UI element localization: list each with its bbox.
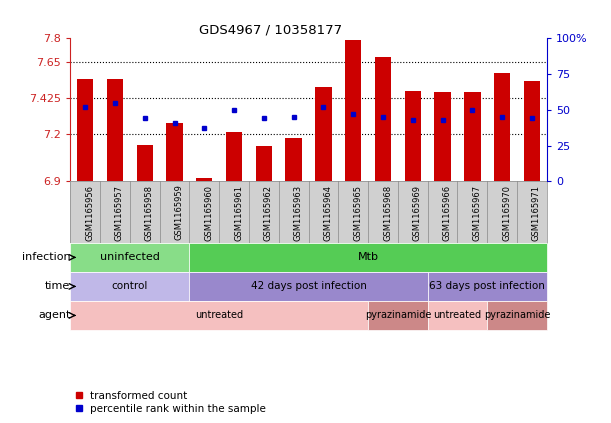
FancyBboxPatch shape	[428, 301, 488, 330]
Text: uninfected: uninfected	[100, 253, 159, 262]
Bar	[345, 40, 362, 181]
Bar	[285, 138, 302, 181]
Text: GSM1165962: GSM1165962	[264, 184, 273, 241]
Text: GSM1165963: GSM1165963	[294, 184, 302, 241]
Text: GSM1165957: GSM1165957	[115, 184, 124, 241]
Bar	[434, 92, 451, 181]
Text: GSM1165964: GSM1165964	[323, 184, 332, 241]
Text: GSM1165960: GSM1165960	[204, 184, 213, 241]
FancyBboxPatch shape	[70, 272, 189, 301]
Text: GSM1165968: GSM1165968	[383, 184, 392, 241]
Text: 42 days post infection: 42 days post infection	[251, 281, 367, 291]
Text: Mtb: Mtb	[357, 253, 379, 262]
Text: untreated: untreated	[433, 310, 481, 321]
Text: control: control	[112, 281, 148, 291]
Text: time: time	[45, 281, 70, 291]
Legend: transformed count, percentile rank within the sample: transformed count, percentile rank withi…	[76, 391, 266, 414]
Text: GSM1165958: GSM1165958	[145, 184, 154, 241]
Text: pyrazinamide: pyrazinamide	[484, 310, 551, 321]
Text: 63 days post infection: 63 days post infection	[430, 281, 545, 291]
FancyBboxPatch shape	[70, 243, 189, 272]
FancyBboxPatch shape	[488, 301, 547, 330]
Text: GSM1165966: GSM1165966	[442, 184, 452, 241]
Bar	[77, 80, 93, 181]
Bar	[375, 57, 391, 181]
Text: GSM1165961: GSM1165961	[234, 184, 243, 241]
Bar	[166, 123, 183, 181]
Bar	[255, 146, 272, 181]
Bar	[196, 178, 213, 181]
Text: GSM1165959: GSM1165959	[175, 184, 183, 240]
Bar	[315, 88, 332, 181]
Bar	[524, 81, 540, 181]
FancyBboxPatch shape	[70, 301, 368, 330]
Bar	[136, 145, 153, 181]
FancyBboxPatch shape	[428, 272, 547, 301]
Text: pyrazinamide: pyrazinamide	[365, 310, 431, 321]
Bar	[404, 91, 421, 181]
Title: GDS4967 / 10358177: GDS4967 / 10358177	[199, 24, 342, 37]
Text: GSM1165965: GSM1165965	[353, 184, 362, 241]
Text: GSM1165969: GSM1165969	[413, 184, 422, 241]
FancyBboxPatch shape	[189, 243, 547, 272]
Bar	[226, 132, 243, 181]
Text: agent: agent	[38, 310, 70, 321]
Bar	[464, 92, 481, 181]
Text: GSM1165971: GSM1165971	[532, 184, 541, 241]
Bar	[494, 73, 510, 181]
Text: GSM1165956: GSM1165956	[85, 184, 94, 241]
FancyBboxPatch shape	[368, 301, 428, 330]
Bar	[107, 80, 123, 181]
FancyBboxPatch shape	[189, 272, 428, 301]
Text: infection: infection	[21, 253, 70, 262]
Text: GSM1165970: GSM1165970	[502, 184, 511, 241]
Text: untreated: untreated	[195, 310, 243, 321]
Text: GSM1165967: GSM1165967	[472, 184, 481, 241]
